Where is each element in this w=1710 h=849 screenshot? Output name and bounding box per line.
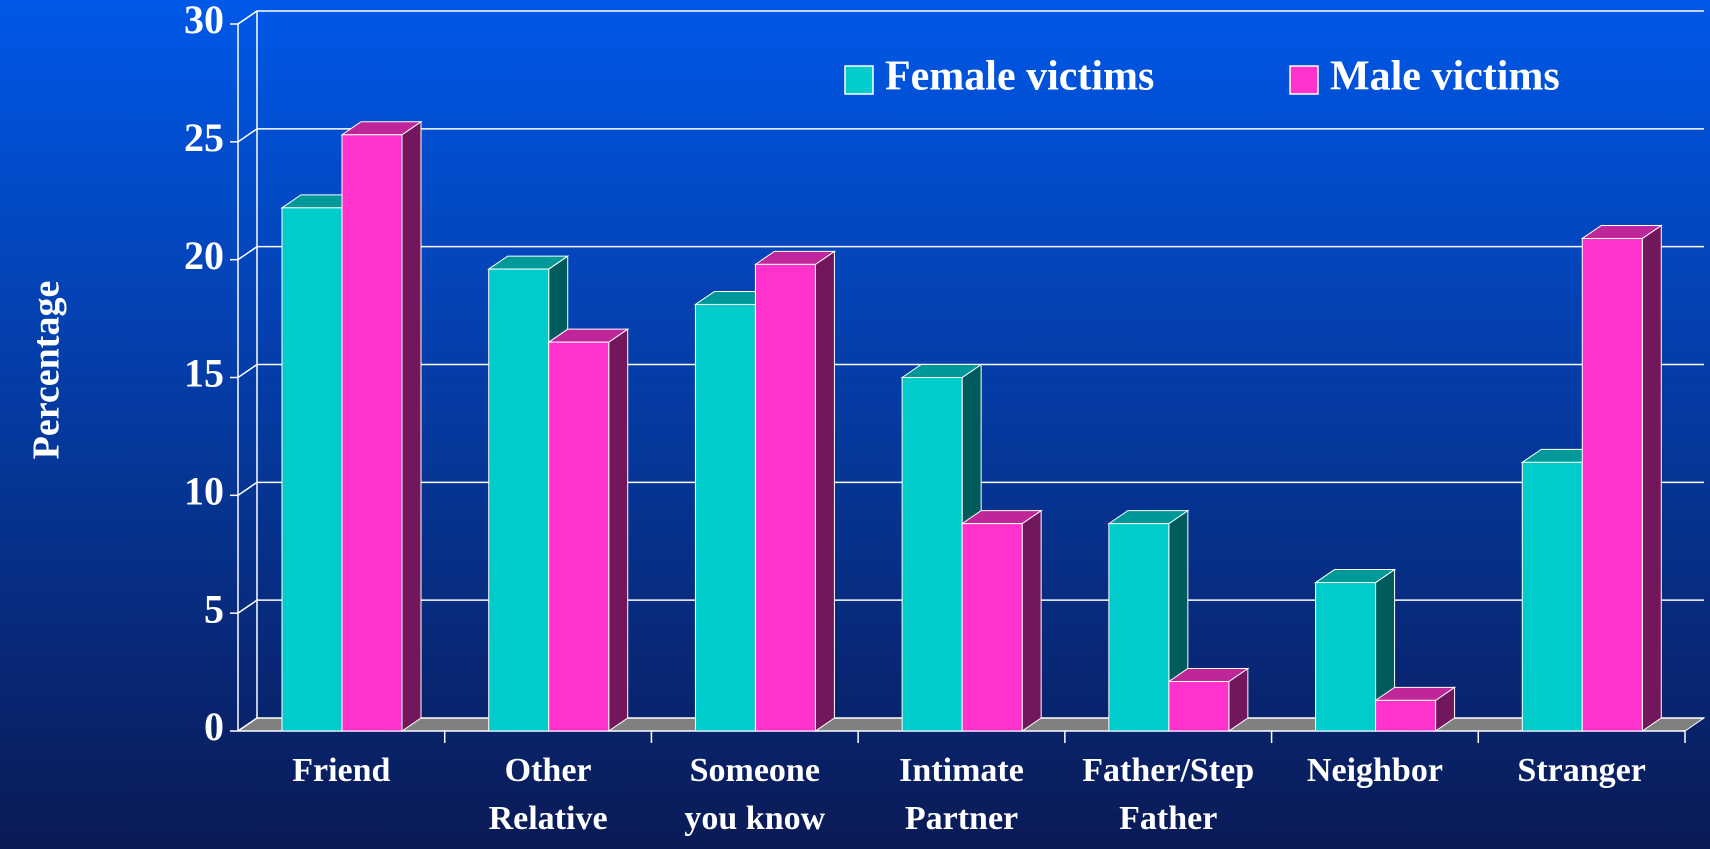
grid-line-side <box>237 10 258 25</box>
x-tick-label: Neighbor <box>1307 752 1443 789</box>
bar-front <box>341 134 403 732</box>
bar-side <box>608 328 629 732</box>
y-axis-label: Percentage <box>26 281 68 460</box>
y-tick-label: 30 <box>184 0 224 42</box>
legend-swatch <box>844 65 874 95</box>
y-tick-label: 5 <box>204 586 224 631</box>
y-tick-label: 15 <box>184 351 224 396</box>
bar <box>1373 686 1457 732</box>
grid-line-side <box>237 128 258 143</box>
bar-front <box>694 303 756 732</box>
grid-line-side <box>237 246 258 261</box>
grid-line-side <box>237 363 258 379</box>
x-tick-label: Father <box>1119 800 1217 837</box>
bar-front <box>1375 699 1437 732</box>
bar-front <box>548 341 610 732</box>
legend-swatch <box>1289 65 1319 95</box>
bar <box>960 509 1043 732</box>
grid-line-side <box>237 481 258 496</box>
bar <box>1167 667 1250 732</box>
x-tick-label: Stranger <box>1517 752 1645 789</box>
bar-side <box>814 250 835 732</box>
bar-side <box>1021 509 1042 732</box>
bar-front <box>754 263 816 732</box>
bar-front <box>488 268 550 732</box>
y-tick-label: 25 <box>184 115 224 160</box>
grid-line-side <box>237 717 258 732</box>
y-tick-label: 0 <box>204 704 224 749</box>
legend-label: Female victims <box>885 54 1154 100</box>
grid-line-side <box>237 599 258 614</box>
legend-label: Male victims <box>1330 54 1560 100</box>
bar <box>340 120 423 732</box>
bar-front <box>1315 582 1377 732</box>
x-tick-label: Father/Step <box>1082 752 1254 789</box>
y-tick-label: 10 <box>184 469 224 514</box>
bar-front <box>281 207 343 732</box>
bar-front <box>1581 237 1643 732</box>
y-tick-label: 20 <box>184 233 224 278</box>
bar <box>753 250 837 732</box>
x-tick-label: Someone <box>690 752 820 789</box>
x-tick-label: Relative <box>489 800 608 837</box>
x-tick-label: Partner <box>905 800 1018 837</box>
bar-front <box>1521 461 1583 732</box>
bar-front <box>1108 523 1170 732</box>
x-tick-label: you know <box>684 800 825 837</box>
bar-front <box>961 523 1023 732</box>
bar <box>1107 509 1190 732</box>
bar-front <box>1168 681 1230 732</box>
bar <box>547 328 630 732</box>
bar-side <box>401 120 422 732</box>
bar <box>1580 224 1663 732</box>
bar-front <box>901 377 963 732</box>
x-tick-label: Friend <box>292 752 390 789</box>
x-tick-label: Intimate <box>899 752 1024 789</box>
bar-side <box>1641 224 1662 732</box>
x-tick-label: Other <box>505 752 592 789</box>
